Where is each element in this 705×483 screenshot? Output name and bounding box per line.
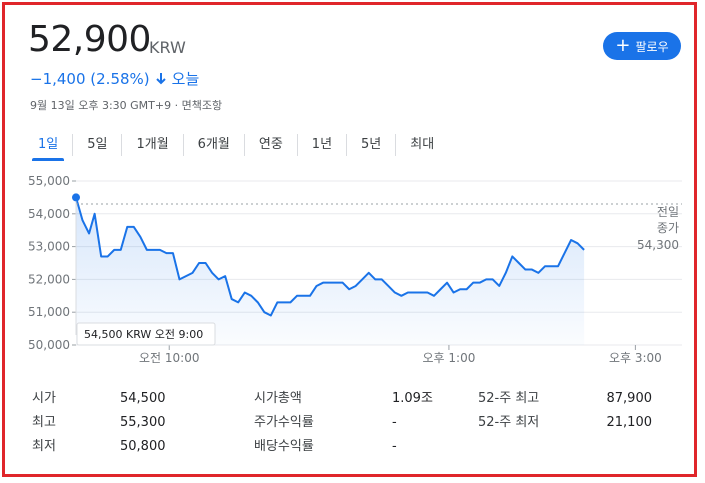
y-tick-label: 50,000 (28, 338, 70, 352)
tab-6m[interactable]: 6개월 (182, 134, 244, 156)
y-tick-label: 53,000 (28, 240, 70, 254)
y-tick-label: 55,000 (28, 174, 70, 188)
tab-5y[interactable]: 5년 (346, 134, 395, 156)
y-tick-label: 51,000 (28, 305, 70, 319)
price-change-period: 오늘 (171, 70, 200, 88)
stats-row: 최저 50,800 배당수익률 - (32, 436, 662, 460)
price-line[interactable] (75, 197, 585, 317)
stat-value: - (392, 439, 397, 454)
highlight-frame (2, 2, 697, 477)
time-range-tabs: 1일 5일 1개월 6개월 연중 1년 5년 최대 (24, 132, 448, 161)
follow-button-label: 팔로우 (635, 39, 669, 54)
x-tick-label: 오후 3:00 (609, 351, 662, 365)
x-tick-label: 오후 1:00 (423, 351, 476, 365)
stats-row: 시가 54,500 시가총액 1.09조 52-주 최고 87,900 (32, 388, 662, 412)
price-area (76, 197, 585, 345)
tab-1d[interactable]: 1일 (24, 134, 72, 161)
tab-5d[interactable]: 5일 (72, 134, 121, 156)
tab-1y[interactable]: 1년 (296, 134, 346, 156)
tab-max[interactable]: 최대 (395, 134, 448, 156)
tab-ytd[interactable]: 연중 (243, 134, 297, 156)
stat-label: 최고 (32, 415, 56, 430)
price-chart[interactable]: 55,000 54,000 53,000 52,000 51,000 50,000 오전 1… (0, 165, 705, 370)
stat-value: 50,800 (120, 439, 166, 454)
stat-label: 배당수익률 (254, 439, 314, 454)
stat-value: 21,100 (606, 415, 653, 430)
previous-close-value: 54,300 (637, 238, 679, 252)
price-change-value: −1,400 (2.58%) (30, 69, 150, 88)
stat-label: 시가총액 (254, 391, 302, 406)
stat-value: 87,900 (606, 391, 653, 406)
previous-close-label: 종가 (657, 221, 679, 235)
quote-timestamp[interactable]: 9월 13일 오후 3:30 GMT+9 · 면책조항 (30, 99, 223, 112)
y-tick-label: 54,000 (28, 207, 70, 221)
stat-label: 52-주 최고 (478, 391, 540, 406)
x-tick-label: 오전 10:00 (139, 351, 199, 365)
price-change: −1,400 (2.58%) 오늘 (30, 68, 199, 89)
stat-value: 54,500 (120, 391, 166, 406)
currency-code: KRW (149, 38, 186, 57)
stats-row: 최고 55,300 주가수익률 - 52-주 최저 21,100 (32, 412, 662, 436)
tab-1m[interactable]: 1개월 (121, 134, 182, 156)
follow-button[interactable]: + 팔로우 (603, 32, 681, 60)
arrow-down-icon (155, 72, 166, 84)
stat-value: 1.09조 (392, 391, 433, 406)
stat-value: 55,300 (120, 415, 166, 430)
hover-point[interactable] (72, 193, 80, 202)
stat-label: 주가수익률 (254, 415, 314, 430)
stat-label: 시가 (32, 391, 56, 406)
plus-icon: + (615, 35, 631, 56)
stat-label: 최저 (32, 439, 56, 454)
tooltip-text: 54,500 KRW 오전 9:00 (84, 328, 203, 341)
stock-price: 52,900 (28, 19, 151, 60)
y-tick-label: 52,000 (28, 272, 70, 286)
stat-label: 52-주 최저 (478, 415, 540, 430)
tooltip-box (76, 322, 216, 346)
stat-value: - (392, 415, 397, 430)
previous-close-label: 전일 (657, 205, 679, 219)
